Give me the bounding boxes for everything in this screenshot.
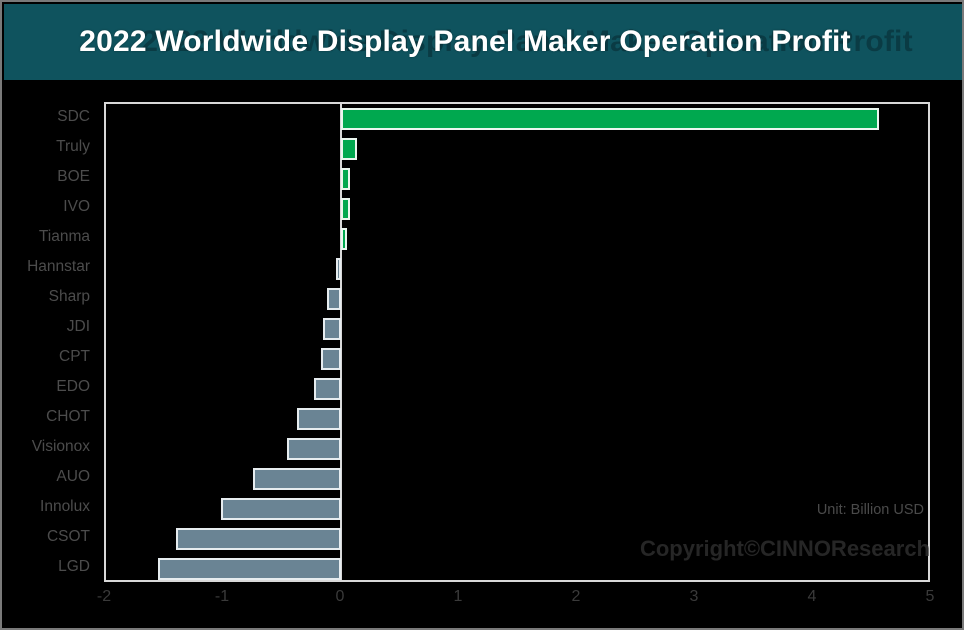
page-title-shadow: 2022 Worldwide Display Panel Maker Opera…: [141, 25, 913, 58]
bar-csot[interactable]: [176, 528, 341, 550]
y-tick-label: CPT: [59, 348, 90, 365]
bar-tianma[interactable]: [340, 228, 347, 250]
bar-band: [106, 254, 928, 284]
bar-cpt[interactable]: [320, 348, 341, 370]
chart-body: SDC Truly BOE IVO Tianma Hannstar Sharp JDI CPT E…: [2, 80, 962, 628]
y-axis-labels: SDC Truly BOE IVO Tianma Hannstar Sharp JDI CPT E…: [2, 102, 98, 582]
x-tick-label: 5: [925, 588, 935, 605]
bar-band: [106, 434, 928, 464]
bar-jdi[interactable]: [323, 318, 341, 340]
bar-band: [106, 314, 928, 344]
bar-band: [106, 464, 928, 494]
x-tick-label: 1: [453, 588, 463, 605]
bar-sdc[interactable]: [340, 108, 879, 130]
y-tick-label: AUO: [56, 468, 90, 485]
x-tick-label: 3: [689, 588, 699, 605]
y-tick-label: JDI: [66, 318, 90, 335]
bar-band: [106, 524, 928, 554]
bar-ivo[interactable]: [340, 198, 351, 220]
bar-edo[interactable]: [313, 378, 341, 400]
y-tick-label: EDO: [56, 378, 90, 395]
zero-axis-line: [339, 104, 342, 580]
x-tick-label: -2: [96, 588, 112, 605]
bar-band: [106, 554, 928, 584]
bar-band: [106, 164, 928, 194]
y-tick-label: CSOT: [46, 528, 90, 545]
x-tick-label: 4: [807, 588, 817, 605]
y-tick-label: Tianma: [38, 228, 90, 245]
bar-band: [106, 374, 928, 404]
bar-chot[interactable]: [297, 408, 341, 430]
bar-innolux[interactable]: [221, 498, 341, 520]
y-tick-label: LGD: [58, 558, 90, 575]
bar-boe[interactable]: [340, 168, 351, 190]
bar-band: [106, 134, 928, 164]
y-tick-label: Truly: [56, 138, 90, 155]
y-tick-label: SDC: [57, 108, 90, 125]
x-tick-label: 0: [335, 588, 345, 605]
bar-visionox[interactable]: [286, 438, 341, 460]
x-axis-labels: -2 -1 0 1 2 3 4 5: [97, 582, 935, 622]
page-title: 2022 Worldwide Display Panel Maker Opera…: [79, 25, 851, 58]
chart-header: 2022 Worldwide Display Panel Maker Opera…: [4, 4, 962, 80]
y-tick-label: Innolux: [40, 498, 90, 515]
y-tick-label: CHOT: [46, 408, 90, 425]
bar-band: [106, 194, 928, 224]
x-tick-label: -1: [214, 588, 230, 605]
plot-inner: Unit: Billion USD Copyright©CINNOResearc…: [106, 104, 930, 580]
bar-band: [106, 344, 928, 374]
y-tick-label: Hannstar: [27, 258, 90, 275]
y-tick-label: Visionox: [31, 438, 90, 455]
y-tick-label: BOE: [57, 168, 90, 185]
bar-band: [106, 104, 928, 134]
copyright-watermark: Copyright©CINNOResearch: [639, 536, 930, 561]
y-tick-label: IVO: [63, 198, 90, 215]
x-tick-label: 2: [571, 588, 581, 605]
bar-sharp[interactable]: [326, 288, 341, 310]
bar-band: [106, 494, 928, 524]
bar-lgd[interactable]: [157, 558, 341, 580]
bar-truly[interactable]: [340, 138, 358, 160]
bar-band: [106, 404, 928, 434]
unit-annotation: Unit: Billion USD: [816, 502, 924, 518]
bar-hannstar[interactable]: [336, 258, 341, 280]
plot-area: Unit: Billion USD Copyright©CINNOResearc…: [104, 102, 930, 582]
bar-band: [106, 284, 928, 314]
y-tick-label: Sharp: [48, 288, 90, 305]
bar-band: [106, 224, 928, 254]
bar-auo[interactable]: [252, 468, 341, 490]
